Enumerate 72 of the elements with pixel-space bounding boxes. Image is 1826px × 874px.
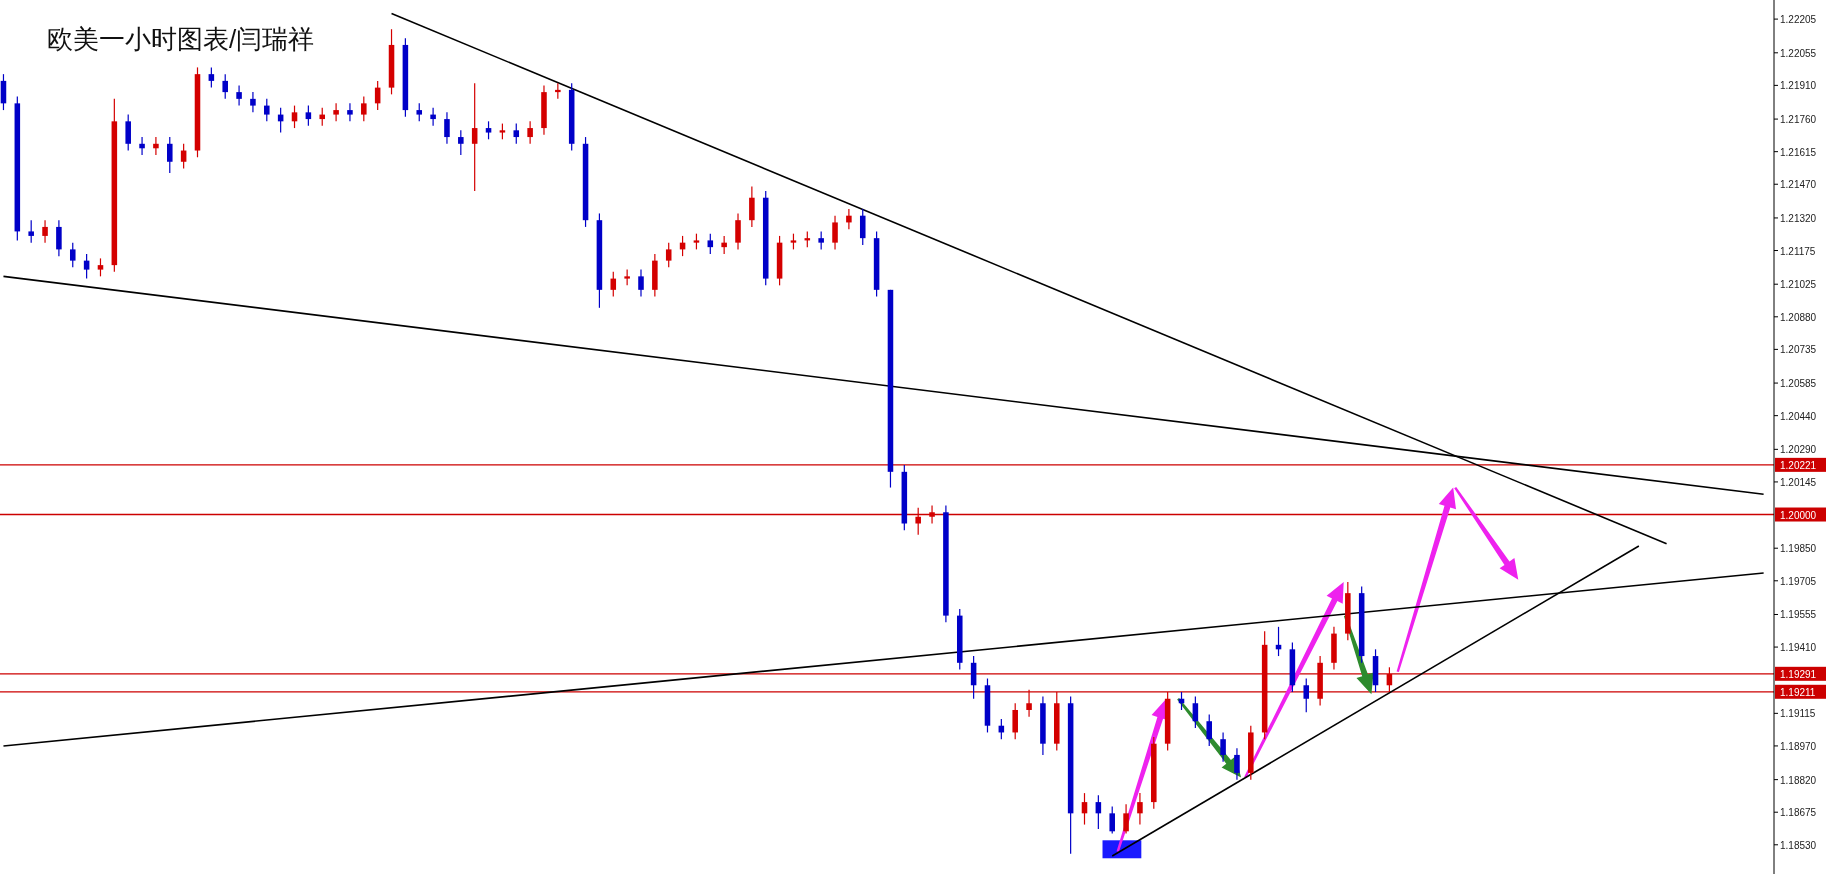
candlestick <box>1206 713 1212 747</box>
y-tick-label: 1.18675 <box>1780 807 1817 819</box>
candlestick <box>28 219 34 244</box>
candlestick <box>638 269 644 298</box>
candlestick <box>236 84 242 107</box>
candlestick <box>333 102 339 122</box>
ref-line-label: 1.20221 <box>1780 459 1817 471</box>
candlestick <box>832 215 838 250</box>
candlestick <box>305 105 312 127</box>
candlestick <box>624 269 630 286</box>
y-tick-label: 1.19410 <box>1780 642 1817 654</box>
y-tick-label: 1.18530 <box>1780 839 1817 851</box>
candlestick <box>139 136 145 156</box>
ref-line-label: 1.20000 <box>1780 509 1817 521</box>
candlestick <box>167 136 173 174</box>
y-tick-label: 1.21320 <box>1780 212 1817 224</box>
candlestick <box>208 66 215 89</box>
candlestick <box>735 212 741 250</box>
y-tick-label: 1.19555 <box>1780 609 1817 621</box>
candlestick <box>1220 731 1226 763</box>
ref-line-label: 1.19291 <box>1780 668 1817 680</box>
y-tick-label: 1.20145 <box>1780 476 1817 488</box>
candlestick <box>1137 792 1143 826</box>
y-tick-label: 1.21760 <box>1780 114 1817 126</box>
y-tick-label: 1.20585 <box>1780 378 1817 390</box>
candlestick <box>347 102 353 122</box>
candlestick <box>846 208 852 230</box>
candlestick <box>264 98 270 122</box>
candlestick <box>1123 803 1129 835</box>
candlestick <box>749 185 755 228</box>
candlestick <box>1234 747 1240 781</box>
y-tick-label: 1.19850 <box>1780 543 1817 555</box>
y-tick-label: 1.21025 <box>1780 279 1817 291</box>
y-tick-label: 1.22055 <box>1780 47 1817 59</box>
candlestick <box>361 96 367 122</box>
y-tick-label: 1.20735 <box>1780 344 1817 356</box>
y-tick-label: 1.20880 <box>1780 311 1817 323</box>
candlestick <box>1192 695 1199 729</box>
candlestick <box>707 233 714 255</box>
y-tick-label: 1.19115 <box>1780 708 1816 720</box>
text: 欧美一小时图表/闫瑞祥 <box>47 24 315 54</box>
candlestick <box>125 113 131 152</box>
y-tick-label: 1.21470 <box>1780 179 1817 191</box>
y-tick-label: 1.18820 <box>1780 774 1817 786</box>
candlestick <box>42 219 48 244</box>
candlestick <box>444 111 450 145</box>
ref-line-label: 1.19211 <box>1780 686 1816 698</box>
y-tick-label: 1.21615 <box>1780 146 1817 158</box>
candlestick <box>69 242 76 268</box>
candlestick <box>153 136 159 156</box>
y-tick-label: 1.22205 <box>1780 14 1817 26</box>
candlestick <box>1012 702 1018 740</box>
candlestick <box>291 105 298 129</box>
candlestick <box>527 120 533 145</box>
candlestick <box>1109 806 1115 835</box>
candlestick <box>665 242 672 268</box>
candlestick <box>859 208 866 246</box>
candlestick <box>222 73 228 100</box>
candlestick <box>430 107 436 127</box>
y-tick-label: 1.21175 <box>1780 245 1816 257</box>
candlestick <box>1303 677 1310 713</box>
candlestick <box>83 253 90 280</box>
candlestick <box>513 122 520 145</box>
candlestick <box>250 91 256 113</box>
y-tick-label: 1.20290 <box>1780 444 1817 456</box>
candlestick <box>56 219 62 257</box>
y-tick-label: 1.19705 <box>1780 575 1817 587</box>
candlestick <box>471 82 478 192</box>
y-tick-label: 1.18970 <box>1780 740 1817 752</box>
candlestick <box>458 129 464 156</box>
y-tick-label: 1.20440 <box>1780 410 1817 422</box>
y-tick-label: 1.21910 <box>1780 80 1817 92</box>
